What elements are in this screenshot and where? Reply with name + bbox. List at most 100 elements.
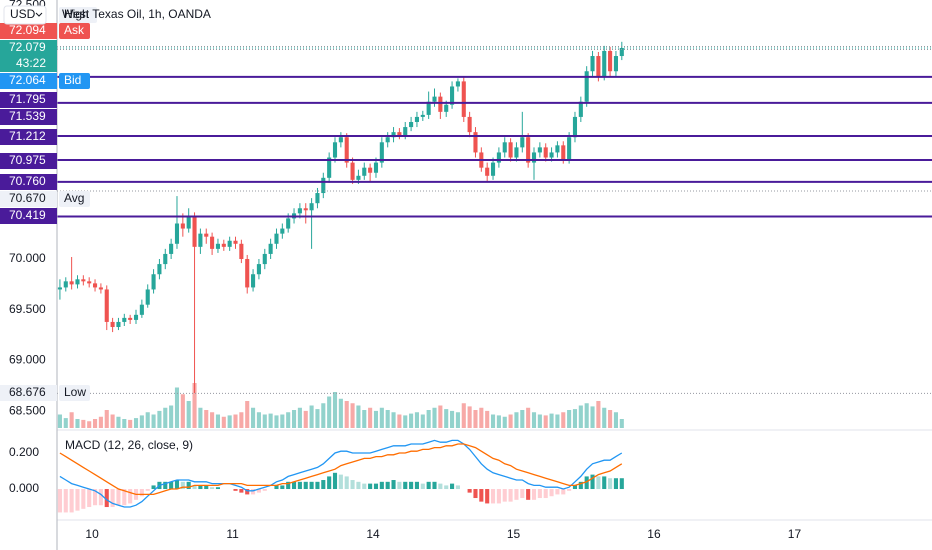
last-price-box: [0, 40, 57, 72]
volume-bar: [297, 407, 302, 428]
volume-bar: [403, 415, 408, 428]
volume-bar: [122, 419, 127, 428]
candle-body: [543, 147, 548, 158]
candle-body: [297, 208, 302, 214]
macd-histogram-bar: [450, 483, 455, 490]
macd-histogram-bar: [567, 489, 572, 491]
macd-histogram-bar: [303, 481, 308, 490]
candle-body: [584, 71, 589, 102]
volume-bar: [215, 414, 221, 428]
volume-bar: [561, 412, 566, 428]
currency-button[interactable]: [3, 5, 47, 25]
volume-bar: [204, 410, 209, 428]
candle-body: [608, 50, 613, 72]
volume-bar: [567, 410, 572, 428]
macd-histogram-bar: [496, 489, 501, 504]
marker-tag-box: [59, 7, 97, 23]
macd-histogram-bar: [502, 489, 507, 502]
candle-body: [578, 101, 583, 117]
candle-body: [403, 127, 408, 136]
macd-histogram-bar: [590, 474, 595, 490]
macd-histogram-bar: [174, 480, 180, 490]
candle-body: [362, 167, 367, 176]
macd-histogram-bar: [204, 485, 209, 490]
macd-histogram-bar: [526, 489, 531, 500]
macd-histogram-bar: [192, 485, 197, 490]
candle-body: [256, 264, 261, 275]
macd-histogram-bar: [139, 489, 144, 497]
candle-body: [344, 137, 349, 163]
candle-body: [245, 259, 250, 288]
macd-histogram-bar: [561, 489, 566, 495]
macd-histogram-bar: [116, 489, 121, 506]
macd-histogram-bar: [262, 489, 267, 491]
x-tick-label: 17: [788, 527, 802, 541]
macd-title: MACD (12, 26, close, 9): [65, 438, 193, 452]
candle-body: [438, 96, 443, 112]
macd-histogram-bar: [444, 485, 449, 490]
marker-value-box: [0, 191, 57, 207]
x-tick-label: 14: [366, 527, 380, 541]
macd-histogram-bar: [98, 489, 103, 506]
y-tick-label: 69.500: [9, 302, 46, 316]
macd-histogram-bar: [362, 483, 367, 490]
candle-body: [485, 167, 490, 176]
candle-body: [496, 152, 501, 163]
volume-bar: [245, 401, 250, 428]
macd-histogram-bar: [549, 489, 554, 497]
marker-value-box: [0, 73, 57, 89]
level-label-box: [0, 109, 57, 125]
candle-body: [157, 264, 162, 275]
macd-histogram-bar: [75, 489, 80, 511]
macd-histogram-bar: [578, 481, 583, 490]
x-tick-label: 11: [226, 527, 239, 541]
macd-histogram-bar: [432, 481, 437, 490]
candle-body: [514, 147, 519, 158]
volume-bar: [373, 410, 379, 428]
candle-body: [619, 48, 624, 57]
candle-body: [133, 314, 139, 320]
candle-body: [110, 321, 115, 328]
volume-bar: [75, 419, 80, 428]
volume-bar: [409, 413, 414, 428]
marker-tag: Bid: [64, 73, 81, 87]
candle-body: [128, 317, 133, 320]
candle-body: [274, 233, 279, 244]
candle-body: [315, 193, 320, 204]
level-label: 71.795: [9, 92, 46, 106]
volume-bar: [596, 401, 601, 428]
volume-bar: [69, 412, 74, 428]
volume-bar: [426, 410, 431, 428]
marker-tag: Avg: [64, 191, 84, 205]
currency-label[interactable]: USD: [10, 7, 36, 21]
candle-body: [251, 274, 256, 288]
volume-bar: [391, 412, 396, 428]
candle-body: [455, 81, 460, 87]
candle-body: [385, 137, 390, 143]
volume-bar: [139, 415, 144, 428]
x-tick-label: 10: [85, 527, 99, 541]
macd-histogram-bar: [373, 483, 379, 490]
macd-line: [59, 439, 623, 508]
macd-histogram-bar: [555, 489, 560, 495]
macd-histogram-bar: [537, 489, 542, 499]
volume-bar: [174, 387, 180, 428]
candle-body: [303, 208, 308, 211]
candle-body: [467, 116, 472, 133]
currency-caret[interactable]: [35, 12, 43, 17]
volume-bar: [303, 410, 308, 428]
volume-bar: [619, 419, 624, 428]
volume-bar: [239, 412, 244, 428]
volume-bar: [444, 409, 449, 428]
volume-bar: [104, 410, 109, 428]
macd-histogram-bar: [198, 485, 203, 490]
marker-value-box: [0, 385, 57, 401]
marker-value: 70.670: [9, 191, 46, 205]
volume-bar: [455, 412, 460, 428]
macd-histogram-bar: [128, 489, 133, 504]
candle-body: [356, 175, 361, 180]
candle-body: [69, 281, 74, 285]
marker-value: 72.064: [9, 73, 46, 87]
label-layer: 71.795 71.539 71.212 70.975 70.760 70.419 High…: [0, 7, 97, 401]
level-label-box: [0, 92, 57, 108]
